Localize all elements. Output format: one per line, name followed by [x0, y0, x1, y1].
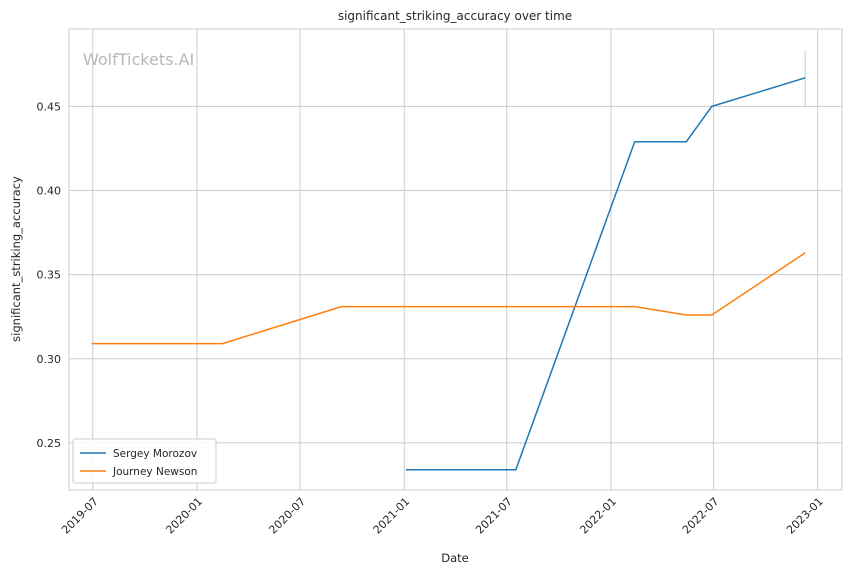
- legend: Sergey Morozov Journey Newson: [72, 438, 217, 484]
- y-tick-label: 0.25: [37, 437, 62, 450]
- legend-frame: [72, 438, 217, 484]
- legend-label-journey-newson: Journey Newson: [112, 466, 197, 478]
- series-layer: [91, 50, 806, 471]
- y-axis-ticks: 0.25 0.30 0.35 0.40 0.45: [37, 100, 62, 449]
- chart-title: significant_striking_accuracy over time: [338, 9, 572, 23]
- y-tick-label: 0.35: [37, 269, 62, 282]
- y-axis-label: significant_striking_accuracy: [9, 176, 23, 342]
- x-axis-label: Date: [441, 551, 469, 565]
- plot-frame: [68, 28, 843, 491]
- series-line-sergey-morozov: [405, 77, 806, 471]
- y-tick-label: 0.40: [37, 185, 62, 198]
- legend-label-sergey-morozov: Sergey Morozov: [113, 448, 197, 460]
- watermark: WolfTickets.AI: [83, 50, 194, 69]
- y-tick-label: 0.45: [37, 100, 62, 113]
- series-line-journey-newson: [91, 252, 806, 345]
- y-tick-label: 0.30: [37, 353, 62, 366]
